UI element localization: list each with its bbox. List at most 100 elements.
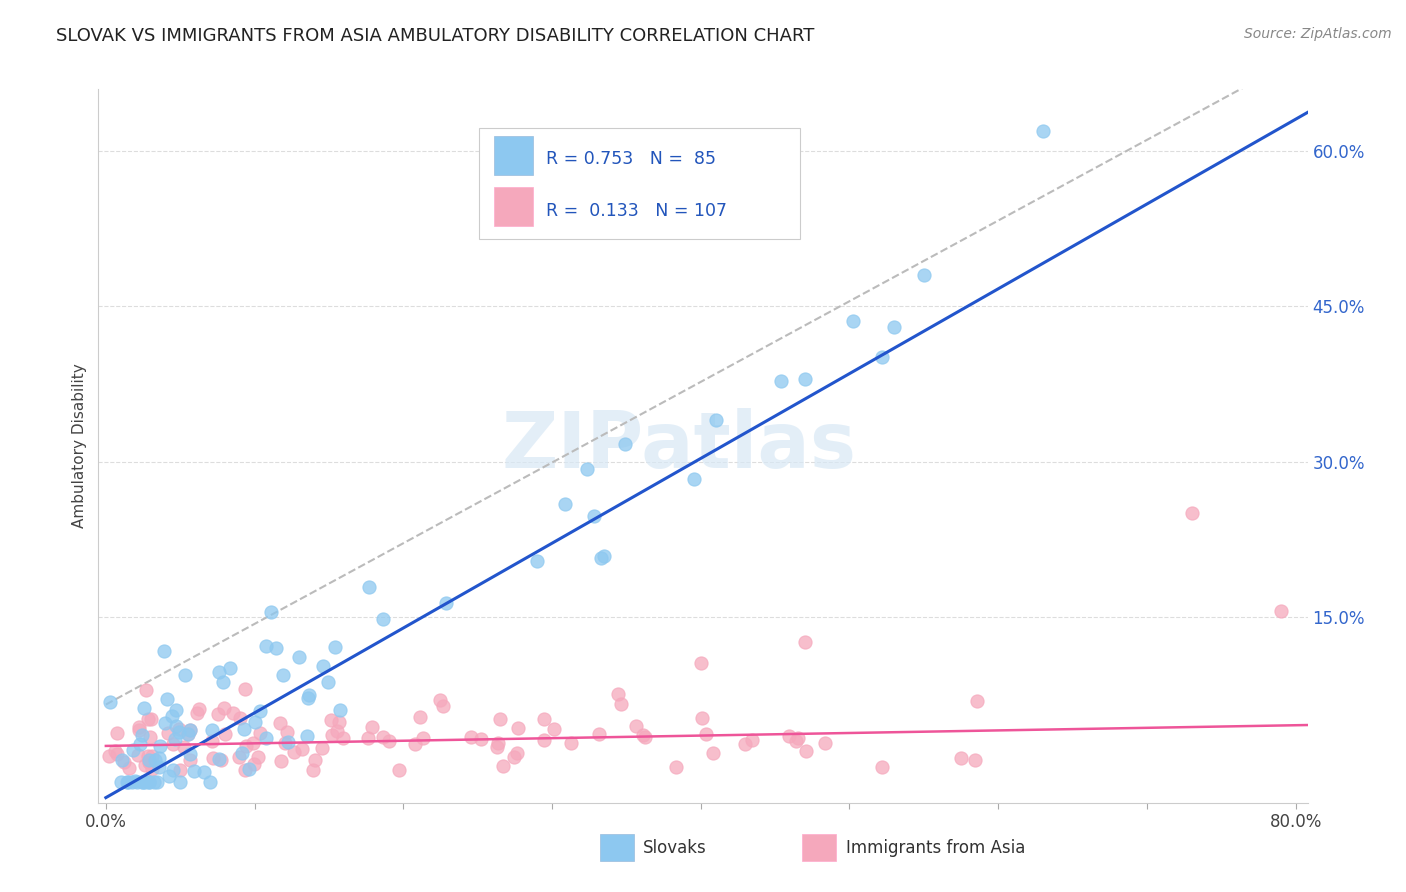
Point	[405, 737, 427, 751]
Point	[526, 554, 548, 568]
Point	[121, 775, 143, 789]
Point	[316, 674, 339, 689]
Point	[167, 723, 190, 737]
Point	[264, 641, 287, 656]
Point	[269, 716, 291, 731]
Point	[207, 706, 229, 721]
Point	[179, 753, 201, 767]
Point	[242, 736, 264, 750]
Point	[486, 739, 509, 754]
Point	[134, 775, 156, 789]
Point	[377, 733, 399, 747]
Point	[794, 744, 817, 758]
Point	[883, 320, 905, 334]
Point	[793, 372, 815, 386]
Point	[138, 753, 160, 767]
Point	[298, 688, 321, 702]
Point	[218, 661, 240, 675]
Point	[118, 761, 141, 775]
Point	[173, 739, 195, 754]
Point	[138, 755, 160, 769]
Point	[359, 581, 381, 595]
Point	[187, 702, 209, 716]
Point	[111, 753, 134, 767]
Point	[1180, 506, 1202, 520]
Point	[360, 720, 382, 734]
Point	[208, 665, 231, 679]
Point	[141, 748, 163, 763]
Point	[142, 775, 165, 789]
Point	[588, 727, 610, 741]
Point	[100, 695, 122, 709]
Point	[153, 644, 176, 658]
Point	[201, 723, 224, 737]
Text: ZIPatlas: ZIPatlas	[502, 408, 856, 484]
Point	[665, 760, 688, 774]
Point	[211, 675, 233, 690]
Point	[156, 692, 179, 706]
Point	[131, 775, 153, 789]
Point	[128, 723, 150, 737]
Point	[683, 472, 706, 486]
Point	[162, 764, 184, 778]
Point	[141, 762, 163, 776]
Point	[1032, 123, 1054, 137]
Point	[554, 497, 576, 511]
Point	[148, 750, 170, 764]
Point	[198, 775, 221, 789]
FancyBboxPatch shape	[494, 186, 533, 226]
Point	[371, 611, 394, 625]
Point	[704, 413, 727, 427]
Point	[323, 640, 346, 654]
Point	[153, 716, 176, 731]
Point	[105, 747, 128, 761]
Point	[492, 758, 515, 772]
Point	[229, 711, 252, 725]
Point	[115, 775, 138, 789]
Point	[149, 739, 172, 753]
Point	[179, 723, 201, 738]
Text: Source: ZipAtlas.com: Source: ZipAtlas.com	[1244, 27, 1392, 41]
Point	[575, 462, 598, 476]
Point	[260, 605, 283, 619]
Point	[626, 719, 648, 733]
Point	[560, 736, 582, 750]
Point	[689, 656, 711, 670]
Point	[138, 755, 160, 769]
Point	[128, 720, 150, 734]
Point	[295, 729, 318, 743]
Point	[245, 714, 267, 729]
Point	[312, 659, 335, 673]
Point	[371, 730, 394, 744]
Point	[179, 747, 201, 761]
Point	[778, 729, 800, 743]
Point	[277, 735, 299, 749]
Point	[212, 700, 235, 714]
Point	[325, 724, 347, 739]
Point	[124, 773, 146, 788]
Point	[167, 724, 190, 739]
Point	[169, 763, 191, 777]
FancyBboxPatch shape	[479, 128, 800, 239]
Point	[321, 728, 343, 742]
Point	[165, 719, 187, 733]
Point	[273, 736, 295, 750]
Point	[136, 712, 159, 726]
Point	[460, 730, 482, 744]
Point	[209, 753, 232, 767]
Point	[304, 753, 326, 767]
Point	[412, 731, 434, 746]
Y-axis label: Ambulatory Disability: Ambulatory Disability	[72, 364, 87, 528]
Point	[695, 727, 717, 741]
Point	[963, 753, 986, 767]
Point	[214, 727, 236, 741]
Point	[870, 760, 893, 774]
Point	[186, 706, 208, 721]
Point	[634, 730, 657, 744]
Point	[409, 710, 432, 724]
Point	[332, 731, 354, 745]
Point	[690, 711, 713, 725]
Point	[132, 775, 155, 789]
Point	[254, 639, 277, 653]
Point	[582, 509, 605, 524]
